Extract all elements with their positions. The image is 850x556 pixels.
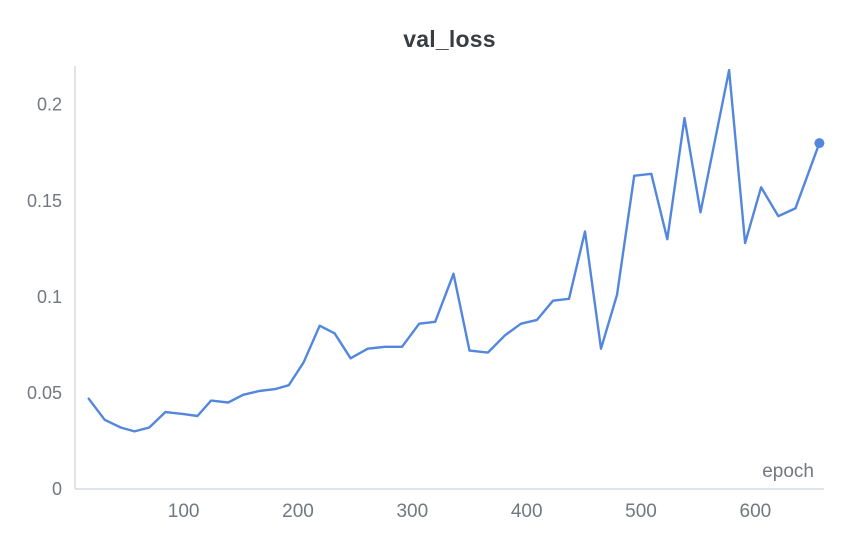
x-tick-label: 100 [168,501,200,522]
y-tick-label: 0.1 [37,287,62,307]
y-tick-label: 0.2 [37,95,62,115]
chart-title: val_loss [403,26,496,52]
y-tick-label: 0 [52,479,62,499]
y-tick-label: 0.05 [27,383,62,403]
x-tick-label: 500 [625,501,657,522]
x-tick-label: 400 [511,501,543,522]
x-axis-title: epoch [762,461,814,482]
y-tick-label: 0.15 [27,191,62,211]
x-tick-label: 200 [282,501,314,522]
x-tick-label: 600 [740,501,772,522]
last-point-marker[interactable] [814,138,825,149]
series-line[interactable] [87,68,821,433]
x-tick-label: 300 [396,501,428,522]
